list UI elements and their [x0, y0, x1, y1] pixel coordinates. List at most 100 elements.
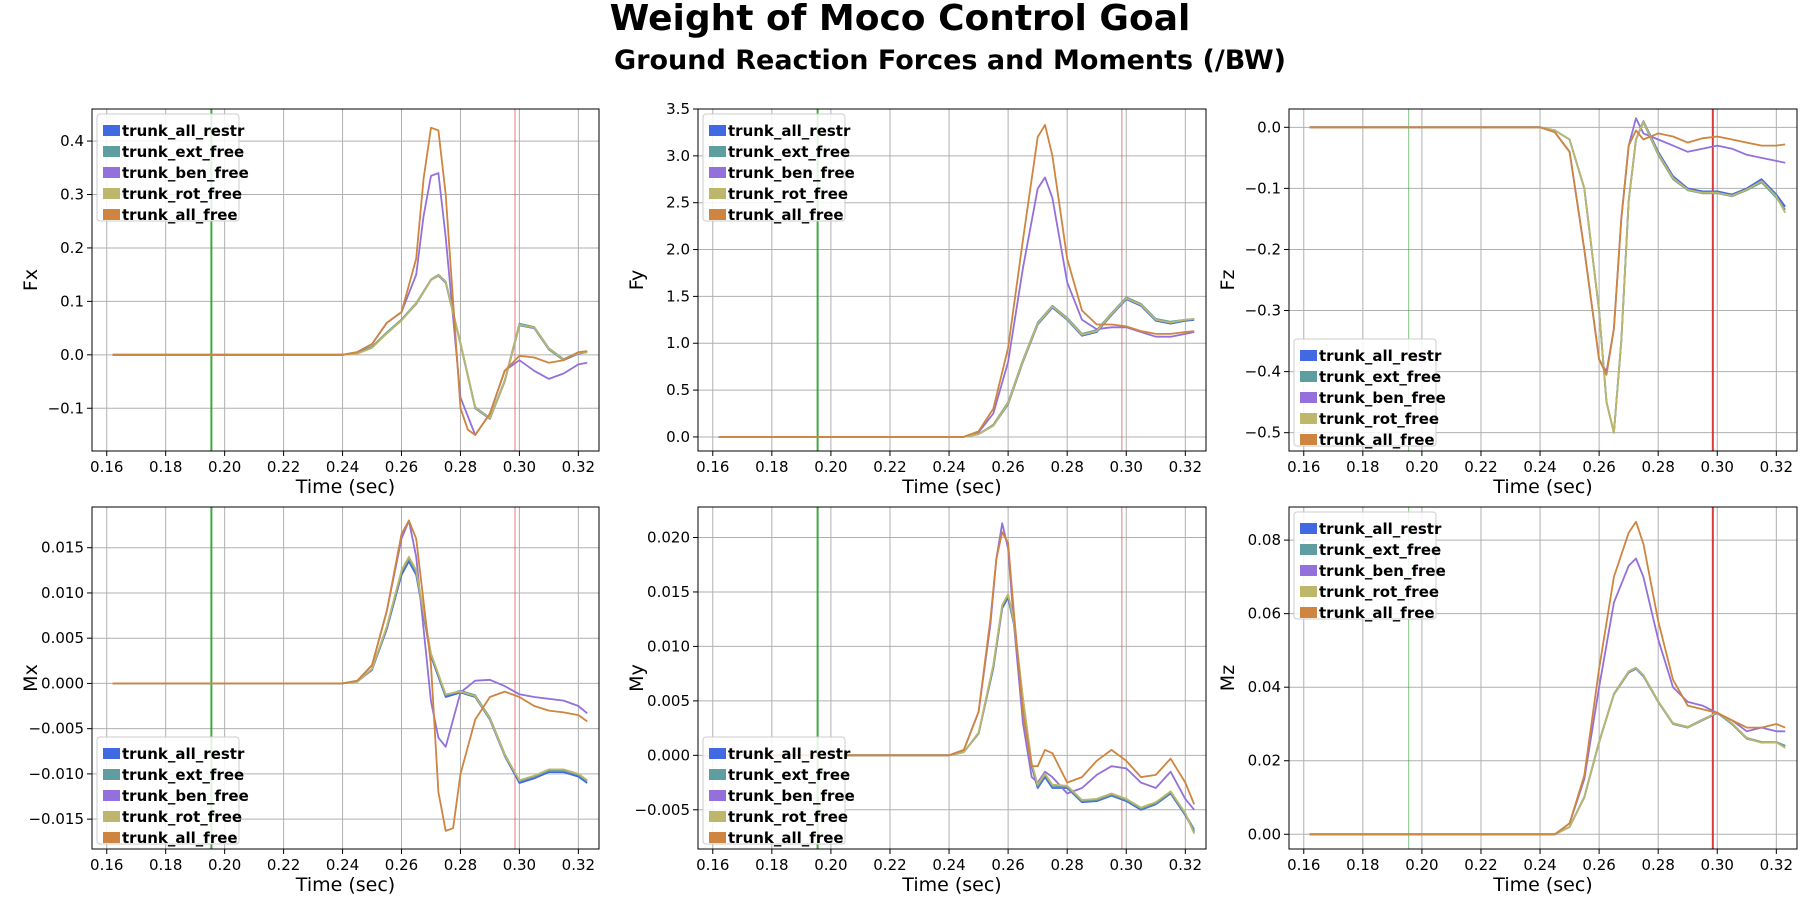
x-tick-label: 0.30 — [1110, 856, 1143, 874]
legend-label: trunk_ext_free — [1319, 541, 1441, 559]
legend: trunk_all_restr trunk_ext_free trunk_ben_f… — [96, 736, 249, 847]
x-tick-label: 0.20 — [208, 856, 241, 874]
y-tick-label: 1.0 — [666, 334, 690, 352]
y-tick-label: 3.5 — [666, 100, 690, 118]
axes-frame — [91, 506, 600, 850]
x-tick-label: 0.26 — [991, 856, 1024, 874]
y-tick-label: −0.005 — [28, 720, 84, 738]
series-line-trunk-all-free — [112, 519, 588, 832]
legend-label: trunk_ben_free — [728, 164, 855, 182]
legend-label: trunk_rot_free — [1319, 583, 1439, 601]
axes-frame — [1288, 506, 1798, 850]
y-axis-label: Fx — [20, 269, 42, 291]
x-tick-label: 0.30 — [503, 458, 536, 476]
x-tick-label: 0.18 — [755, 856, 788, 874]
x-tick-label: 0.28 — [1050, 856, 1083, 874]
legend-label: trunk_ext_free — [122, 766, 244, 784]
legend-swatch — [103, 188, 120, 199]
y-tick-label: 0.3 — [60, 186, 84, 204]
y-tick-label: −0.1 — [1245, 179, 1281, 197]
x-tick-label: 0.26 — [385, 458, 418, 476]
x-tick-label: 0.24 — [326, 856, 359, 874]
legend-swatch — [103, 167, 120, 178]
series-lines — [1309, 520, 1786, 836]
x-tick-label: 0.22 — [873, 856, 906, 874]
legend-label: trunk_all_free — [728, 206, 844, 224]
legend-box — [1293, 511, 1437, 620]
x-tick-label: 0.20 — [1405, 458, 1438, 476]
x-tick-label: 0.26 — [1582, 856, 1615, 874]
legend-swatch — [709, 146, 726, 157]
series-lines — [1309, 117, 1786, 434]
figure-title: Weight of Moco Control Goal — [610, 0, 1191, 39]
legend-swatch — [1300, 413, 1317, 424]
series-line-trunk-all-free — [718, 124, 1195, 438]
legend-box — [1293, 338, 1437, 447]
legend-label: trunk_ben_free — [122, 164, 249, 182]
panel-my: 0.16 0.18 0.20 0.22 0.24 0.26 0.28 0.30 0.32 −0.0… — [626, 506, 1207, 896]
x-tick-label: 0.22 — [1464, 856, 1497, 874]
y-tick-label: 0.000 — [647, 746, 690, 764]
x-axis-label: Time (sec) — [295, 476, 395, 498]
legend: trunk_all_restr trunk_ext_free trunk_ben_f… — [1293, 338, 1446, 449]
legend-label: trunk_all_free — [728, 829, 844, 847]
series-line-trunk-all-free — [718, 531, 1196, 805]
y-tick-label: 0.5 — [666, 381, 690, 399]
y-tick-label: −0.015 — [28, 810, 84, 828]
x-tick-label: 0.22 — [267, 458, 300, 476]
y-tick-label: −0.005 — [634, 801, 690, 819]
panels-container: 0.16 0.18 0.20 0.22 0.24 0.26 0.28 0.30 0.32 −0.1… — [20, 100, 1798, 896]
x-tick-label: 0.32 — [562, 856, 595, 874]
legend-swatch — [709, 748, 726, 759]
legend-swatch — [709, 125, 726, 136]
legend-label: trunk_ben_free — [1319, 389, 1446, 407]
y-axis-label: Fy — [626, 270, 648, 290]
series-line-trunk-all-free — [1309, 126, 1786, 376]
series-line-trunk-all-free — [112, 126, 588, 436]
axes-frame — [697, 506, 1207, 850]
legend-box — [96, 113, 240, 222]
y-tick-label: 3.0 — [666, 147, 690, 165]
legend-label: trunk_all_free — [1319, 604, 1435, 622]
legend-swatch — [709, 811, 726, 822]
x-tick-label: 0.30 — [1701, 856, 1734, 874]
x-tick-label: 0.32 — [1760, 458, 1793, 476]
panel-mz: 0.16 0.18 0.20 0.22 0.24 0.26 0.28 0.30 0.32 0.00… — [1217, 506, 1798, 896]
y-tick-label: −0.2 — [1245, 240, 1281, 258]
legend-label: trunk_rot_free — [1319, 410, 1439, 428]
series-lines — [112, 126, 588, 436]
axes-frame — [91, 108, 600, 452]
legend-swatch — [103, 832, 120, 843]
legend: trunk_all_restr trunk_ext_free trunk_ben_f… — [702, 113, 855, 224]
x-tick-label: 0.16 — [1287, 458, 1320, 476]
legend-label: trunk_all_restr — [1319, 347, 1442, 365]
y-tick-label: 0.08 — [1248, 531, 1281, 549]
x-tick-label: 0.22 — [873, 458, 906, 476]
x-tick-label: 0.28 — [444, 458, 477, 476]
y-tick-label: 0.000 — [41, 674, 84, 692]
x-tick-label: 0.32 — [1760, 856, 1793, 874]
y-tick-label: 0.04 — [1248, 678, 1281, 696]
series-lines — [718, 522, 1196, 835]
legend-label: trunk_ext_free — [728, 143, 850, 161]
y-tick-label: 0.020 — [647, 528, 690, 546]
y-tick-label: 0.005 — [647, 692, 690, 710]
x-tick-label: 0.18 — [149, 458, 182, 476]
legend-swatch — [709, 167, 726, 178]
series-lines — [718, 124, 1195, 438]
y-tick-label: 0.2 — [60, 239, 84, 257]
y-tick-label: 0.0 — [666, 428, 690, 446]
legend-swatch — [1300, 607, 1317, 618]
y-tick-label: 0.010 — [41, 584, 84, 602]
legend-swatch — [709, 832, 726, 843]
y-tick-label: 0.00 — [1248, 825, 1281, 843]
x-axis-label: Time (sec) — [901, 476, 1001, 498]
x-tick-label: 0.32 — [1169, 856, 1202, 874]
legend-swatch — [709, 769, 726, 780]
legend-label: trunk_rot_free — [122, 808, 242, 826]
legend-label: trunk_all_restr — [122, 745, 245, 763]
legend-label: trunk_all_restr — [728, 122, 851, 140]
x-tick-label: 0.16 — [696, 458, 729, 476]
legend-swatch — [1300, 371, 1317, 382]
legend-swatch — [103, 146, 120, 157]
